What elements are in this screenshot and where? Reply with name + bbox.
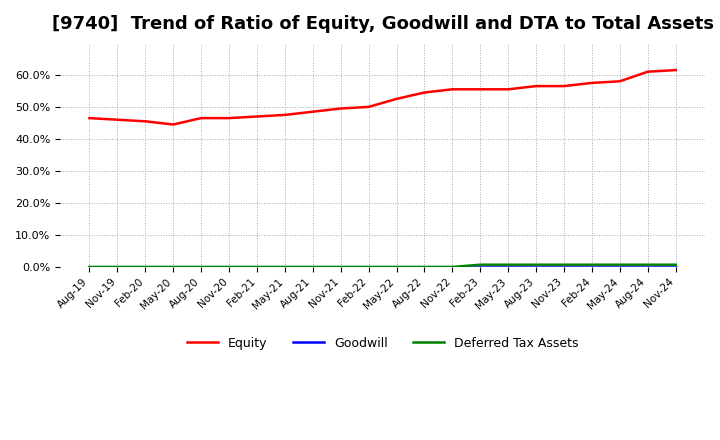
Equity — [281, 112, 289, 117]
Deferred Tax Assets — [336, 264, 345, 270]
Equity — [588, 80, 596, 85]
Goodwill — [225, 264, 233, 270]
Deferred Tax Assets — [644, 262, 652, 268]
Goodwill — [253, 264, 261, 270]
Deferred Tax Assets — [113, 264, 122, 270]
Equity — [532, 84, 541, 89]
Goodwill — [336, 264, 345, 270]
Deferred Tax Assets — [392, 264, 401, 270]
Equity — [476, 87, 485, 92]
Goodwill — [588, 264, 596, 270]
Goodwill — [281, 264, 289, 270]
Title: [9740]  Trend of Ratio of Equity, Goodwill and DTA to Total Assets: [9740] Trend of Ratio of Equity, Goodwil… — [52, 15, 714, 33]
Equity — [364, 104, 373, 110]
Equity — [253, 114, 261, 119]
Equity — [671, 67, 680, 73]
Goodwill — [448, 264, 456, 270]
Equity — [225, 115, 233, 121]
Equity — [197, 115, 205, 121]
Line: Equity: Equity — [89, 70, 675, 125]
Goodwill — [504, 264, 513, 270]
Deferred Tax Assets — [448, 264, 456, 270]
Deferred Tax Assets — [532, 262, 541, 268]
Goodwill — [392, 264, 401, 270]
Deferred Tax Assets — [197, 264, 205, 270]
Goodwill — [616, 264, 624, 270]
Equity — [420, 90, 428, 95]
Deferred Tax Assets — [225, 264, 233, 270]
Goodwill — [671, 264, 680, 270]
Deferred Tax Assets — [169, 264, 178, 270]
Deferred Tax Assets — [504, 262, 513, 268]
Goodwill — [559, 264, 568, 270]
Deferred Tax Assets — [253, 264, 261, 270]
Equity — [504, 87, 513, 92]
Goodwill — [113, 264, 122, 270]
Equity — [448, 87, 456, 92]
Equity — [113, 117, 122, 122]
Deferred Tax Assets — [281, 264, 289, 270]
Equity — [392, 96, 401, 102]
Deferred Tax Assets — [308, 264, 317, 270]
Equity — [644, 69, 652, 74]
Line: Deferred Tax Assets: Deferred Tax Assets — [89, 265, 675, 267]
Legend: Equity, Goodwill, Deferred Tax Assets: Equity, Goodwill, Deferred Tax Assets — [181, 332, 583, 355]
Equity — [85, 115, 94, 121]
Goodwill — [532, 264, 541, 270]
Deferred Tax Assets — [85, 264, 94, 270]
Goodwill — [364, 264, 373, 270]
Goodwill — [308, 264, 317, 270]
Deferred Tax Assets — [671, 262, 680, 268]
Goodwill — [85, 264, 94, 270]
Deferred Tax Assets — [141, 264, 150, 270]
Goodwill — [141, 264, 150, 270]
Deferred Tax Assets — [588, 262, 596, 268]
Equity — [616, 79, 624, 84]
Deferred Tax Assets — [559, 262, 568, 268]
Goodwill — [644, 264, 652, 270]
Equity — [336, 106, 345, 111]
Deferred Tax Assets — [364, 264, 373, 270]
Deferred Tax Assets — [476, 262, 485, 268]
Deferred Tax Assets — [616, 262, 624, 268]
Deferred Tax Assets — [420, 264, 428, 270]
Equity — [169, 122, 178, 127]
Equity — [559, 84, 568, 89]
Equity — [141, 119, 150, 124]
Goodwill — [197, 264, 205, 270]
Goodwill — [476, 264, 485, 270]
Equity — [308, 109, 317, 114]
Goodwill — [420, 264, 428, 270]
Goodwill — [169, 264, 178, 270]
